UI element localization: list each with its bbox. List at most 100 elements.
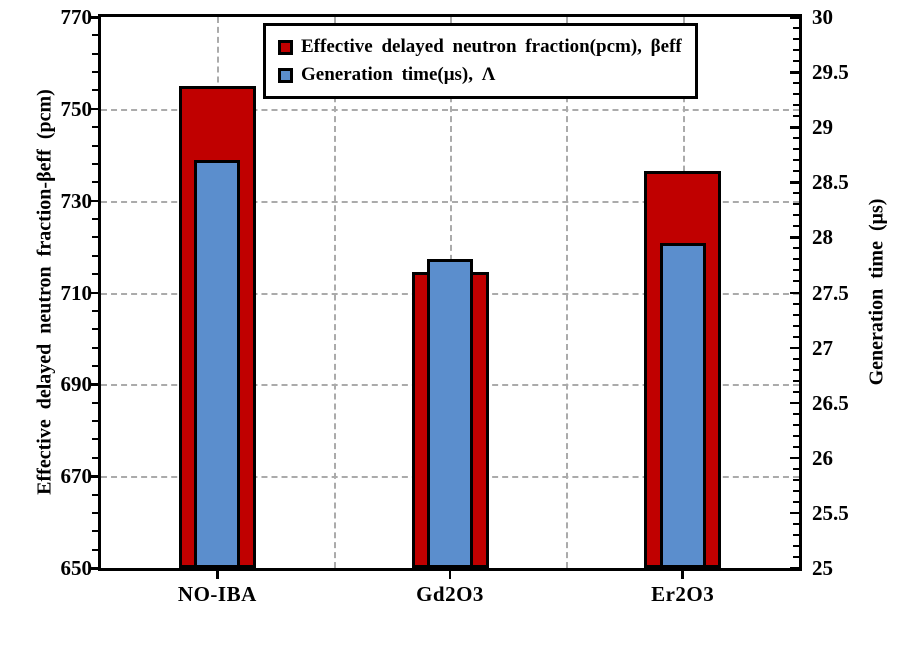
right-axis-title: Generation time (μs) [865,198,888,386]
left-axis-major-tick [89,16,98,19]
right-axis-major-tick [790,71,799,74]
plot-area [89,14,802,579]
right-axis-minor-tick [793,434,799,437]
left-axis-minor-tick [92,309,98,312]
right-axis-minor-tick [793,335,799,338]
right-axis-minor-tick [793,324,799,327]
left-axis-minor-tick [92,71,98,74]
x-axis-tick [448,571,452,579]
left-axis-minor-tick [92,401,98,404]
vertical-gridline [333,17,336,568]
right-axis-minor-tick [793,280,799,283]
right-axis-minor-tick [793,225,799,228]
bar-generation-time-gd2o3 [427,259,473,568]
right-axis-minor-tick [793,313,799,316]
left-axis-tick-label: 670 [60,464,93,489]
right-axis-tick-label: 26.5 [812,390,849,415]
left-axis-minor-tick [92,291,98,294]
left-axis-minor-tick [92,438,98,441]
left-axis-minor-tick [92,475,98,478]
left-axis-minor-tick [92,273,98,276]
right-axis-minor-tick [793,390,799,393]
right-axis-tick-label: 29.5 [812,60,849,85]
right-axis-minor-tick [793,247,799,250]
left-axis-minor-tick [92,34,98,37]
legend-label-beff: Effective delayed neutron fraction(pcm),… [301,36,682,57]
right-axis-major-tick [790,567,799,570]
right-axis-tick-label: 28.5 [812,170,849,195]
right-axis-minor-tick [793,467,799,470]
left-axis-minor-tick [92,364,98,367]
right-axis-major-tick [790,126,799,129]
left-axis-minor-tick [92,493,98,496]
legend-item-generation-time: Generation time(μs), Λ [278,61,682,89]
right-axis-minor-tick [793,38,799,41]
bar-generation-time-er2o3 [659,242,706,568]
left-axis-minor-tick [92,236,98,239]
left-axis-minor-tick [92,420,98,423]
vertical-gridline [566,17,569,568]
left-axis-title: Effective delayed neutron fraction-βeff … [33,89,56,495]
right-axis-minor-tick [793,379,799,382]
right-axis-minor-tick [793,269,799,272]
right-axis-tick-label: 28 [812,225,833,250]
legend-swatch-red-icon [278,39,293,55]
right-axis-tick-label: 26 [812,445,833,470]
right-axis-minor-tick [793,170,799,173]
x-category-label: Gd2O3 [416,582,484,606]
left-axis-tick-label: 690 [60,372,93,397]
left-axis-minor-tick [92,254,98,257]
right-axis-major-tick [790,346,799,350]
x-category-label: NO-IBA [177,582,257,606]
right-axis-minor-tick [793,104,799,107]
left-axis-tick-label: 770 [60,5,93,29]
left-axis-minor-tick [92,218,98,221]
right-axis-tick-label: 30 [812,5,833,29]
right-axis-minor-tick [793,203,799,206]
right-axis-minor-tick [793,412,799,415]
right-axis-minor-tick [793,82,799,85]
right-axis-minor-tick [793,159,799,162]
right-axis-minor-tick [793,423,799,426]
x-axis-tick [216,571,219,579]
right-axis-minor-tick [793,445,799,448]
right-axis-minor-tick [793,258,799,261]
left-axis-minor-tick [92,126,98,129]
right-axis-tick-label: 25 [812,556,833,580]
x-category-label: Er2O3 [651,582,715,606]
legend: Effective delayed neutron fraction(pcm),… [263,23,698,99]
left-axis-minor-tick [92,456,98,459]
right-axis-major-tick [790,16,799,19]
right-axis-minor-tick [793,555,799,558]
left-axis-minor-tick [92,144,98,147]
right-axis-minor-tick [793,137,799,140]
right-axis-major-tick [790,456,799,460]
left-axis-tick-label: 730 [60,188,93,213]
left-axis-minor-tick [92,107,98,110]
left-axis-tick-label: 650 [60,556,93,580]
right-axis-tick-label: 25.5 [812,500,849,525]
left-axis-minor-tick [92,548,98,551]
right-axis-minor-tick [793,544,799,547]
right-axis-minor-tick [793,27,799,30]
right-axis-minor-tick [793,192,799,195]
right-axis-minor-tick [793,522,799,525]
right-axis-major-tick [790,511,799,515]
right-axis-minor-tick [793,214,799,217]
right-axis-minor-tick [793,93,799,96]
right-axis-minor-tick [793,489,799,492]
left-axis-minor-tick [92,199,98,202]
right-axis-minor-tick [793,115,799,118]
right-axis-tick-label: 29 [812,115,833,140]
left-axis-minor-tick [92,328,98,331]
right-axis-minor-tick [793,302,799,305]
left-axis-tick-label: 750 [60,96,93,121]
right-axis-minor-tick [793,148,799,151]
left-axis-minor-tick [92,89,98,92]
legend-swatch-blue-icon [278,67,293,83]
left-axis-major-tick [89,567,98,570]
legend-item-beff: Effective delayed neutron fraction(pcm),… [278,33,682,61]
right-axis-major-tick [790,181,799,184]
legend-label-generation-time: Generation time(μs), Λ [301,64,496,85]
x-axis-tick [681,571,684,579]
